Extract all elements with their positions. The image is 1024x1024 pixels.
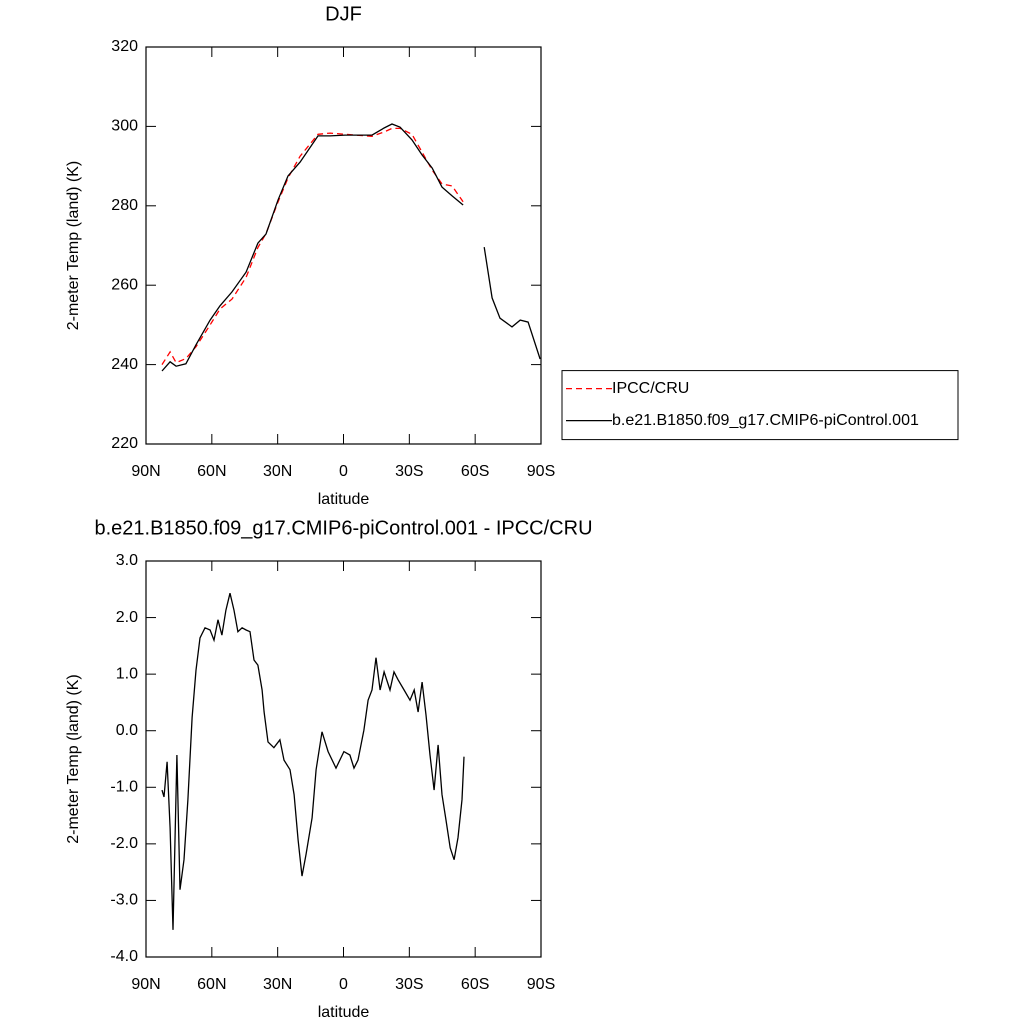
chart-title: DJF [325,3,362,25]
y-tick-label: 1.0 [116,665,138,682]
y-tick-label: 300 [111,118,138,135]
data-line [161,593,465,930]
x-tick-label: 30S [395,463,423,480]
x-tick-label: 30N [263,976,292,993]
y-tick-label: 240 [111,356,138,373]
y-tick-label: -4.0 [110,948,138,965]
data-line [161,123,541,372]
y-tick-label: -3.0 [110,892,138,909]
chart-title: b.e21.B1850.f09_g17.CMIP6-piControl.001 … [94,517,592,539]
y-tick-label: 220 [111,435,138,452]
x-tick-label: 60S [461,976,489,993]
y-tick-label: 2.0 [116,609,138,626]
x-tick-label: 90S [527,463,555,480]
x-tick-label: 0 [339,976,348,993]
x-tick-label: 60N [197,463,226,480]
x-tick-label: 30S [395,976,423,993]
x-tick-label: 0 [339,463,348,480]
y-tick-label: 320 [111,38,138,55]
y-tick-label: -2.0 [110,835,138,852]
y-tick-label: 0.0 [116,722,138,739]
y-axis-label: 2-meter Temp (land) (K) [65,161,82,331]
y-tick-label: 260 [111,276,138,293]
plot-frame [145,560,542,958]
x-tick-label: 30N [263,463,292,480]
legend-box [561,370,959,441]
y-axis-label: 2-meter Temp (land) (K) [65,674,82,844]
legend-label: IPCC/CRU [612,380,689,397]
legend-label: b.e21.B1850.f09_g17.CMIP6-piControl.001 [612,412,919,429]
x-tick-label: 60N [197,976,226,993]
data-line [161,127,464,365]
x-tick-label: 90N [131,976,160,993]
x-tick-label: 90S [527,976,555,993]
x-axis-label: latitude [318,491,370,508]
x-axis-label: latitude [318,1004,370,1021]
y-tick-label: -1.0 [110,779,138,796]
x-tick-label: 90N [131,463,160,480]
plot-frame [145,46,542,445]
y-tick-label: 280 [111,197,138,214]
x-tick-label: 60S [461,463,489,480]
y-tick-label: 3.0 [116,552,138,569]
